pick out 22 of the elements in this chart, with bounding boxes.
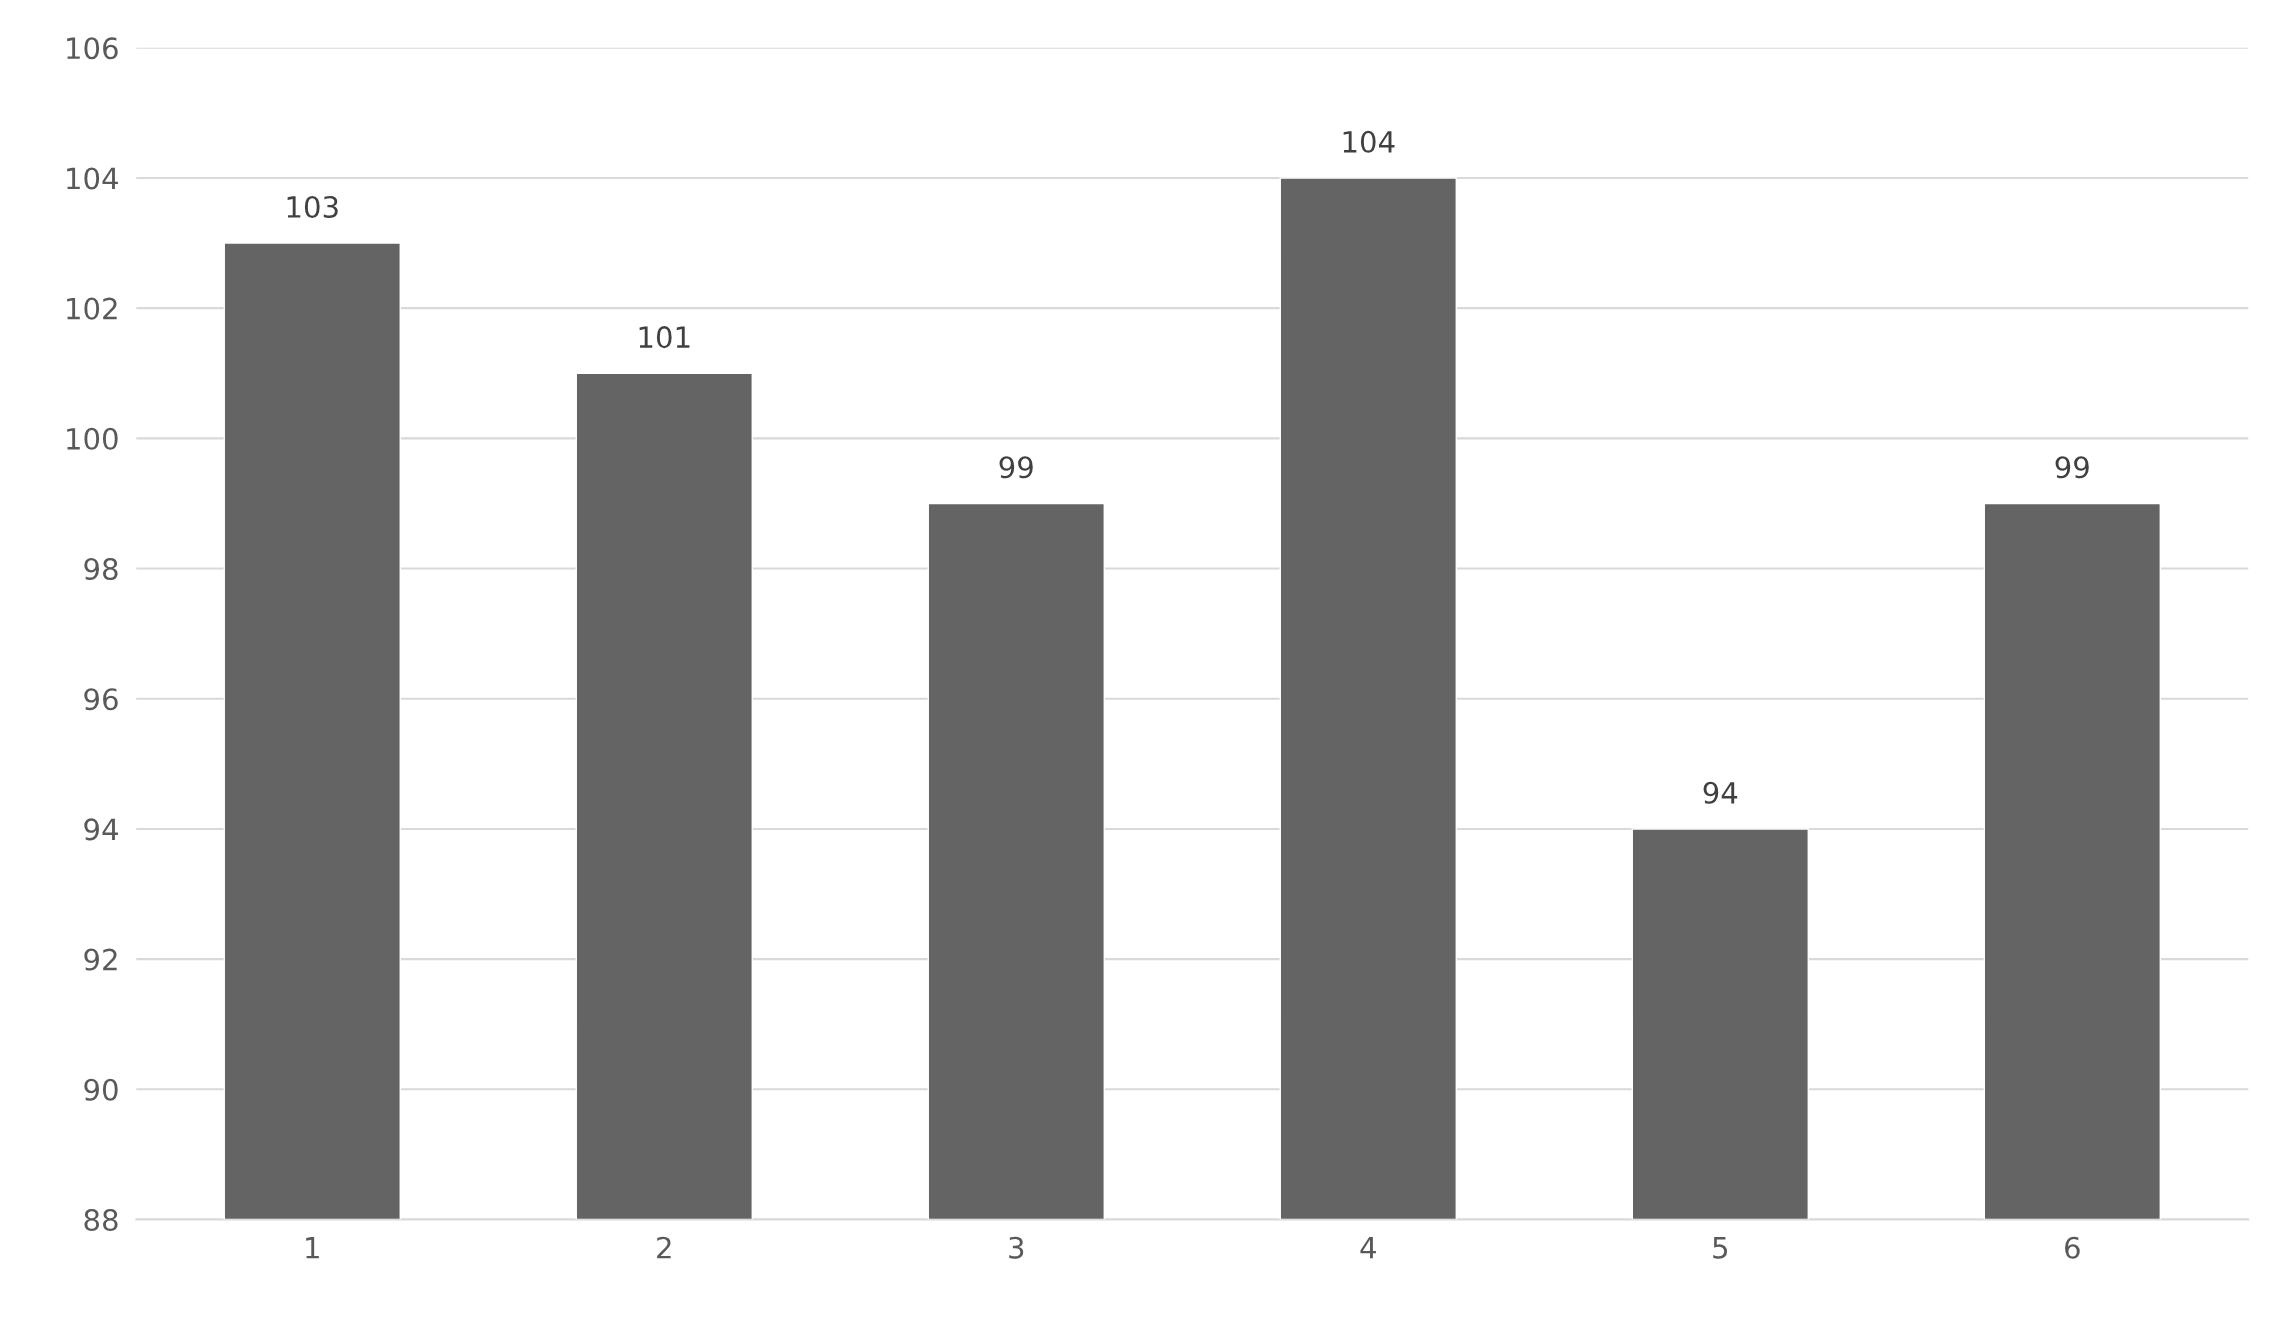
data-label: 101 <box>639 326 690 349</box>
data-label: 99 <box>2055 456 2089 479</box>
x-tick-label: 5 <box>1713 1237 1728 1259</box>
x-tick-label: 2 <box>657 1236 671 1259</box>
y-tick-label: 90 <box>84 1078 118 1101</box>
y-tick-label: 106 <box>67 37 118 60</box>
y-tick-label: 98 <box>84 557 118 581</box>
x-tick-label: 1 <box>306 1237 319 1259</box>
y-tick-label: 102 <box>67 297 117 320</box>
y-tick-label: 92 <box>84 948 117 971</box>
y-tick-label: 96 <box>84 688 118 711</box>
x-tick-label: 3 <box>1009 1236 1024 1259</box>
y-tick-label: 88 <box>84 1208 118 1232</box>
x-tick-label: 6 <box>2065 1236 2080 1259</box>
y-tick-label: 104 <box>67 167 118 190</box>
data-label: 99 <box>999 456 1033 479</box>
data-label: 103 <box>287 195 338 218</box>
y-tick-label: 94 <box>84 818 118 841</box>
y-tick-label: 100 <box>67 427 118 450</box>
data-label: 104 <box>1343 130 1395 153</box>
x-tick-label: 4 <box>1360 1237 1376 1259</box>
data-label: 94 <box>1703 781 1738 804</box>
